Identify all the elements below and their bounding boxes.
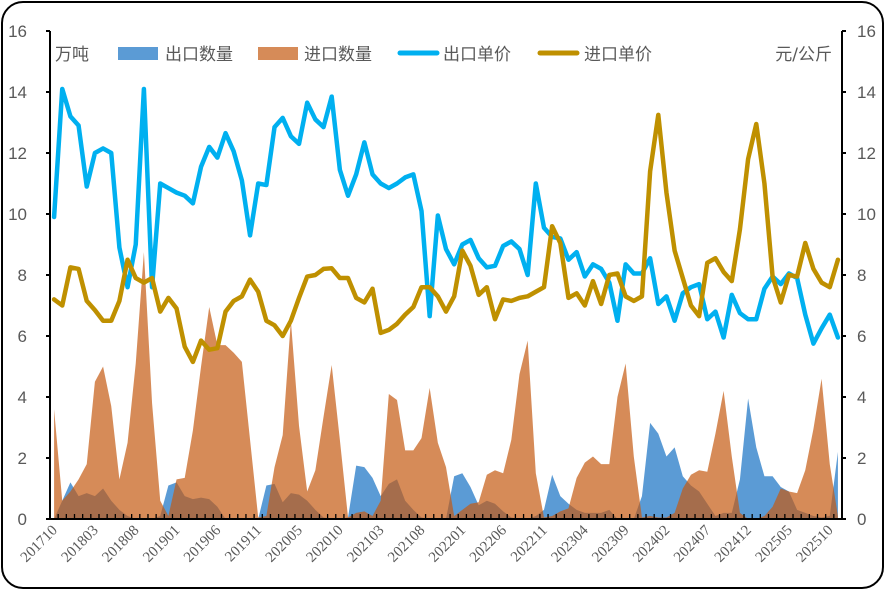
x-axis-tick-label: 202005 — [263, 523, 306, 566]
x-axis-tick-label: 201803 — [59, 523, 102, 566]
line-series-group — [51, 86, 841, 365]
right-axis-tick-label: 14 — [857, 83, 876, 102]
x-axis-tick-label: 202407 — [671, 522, 714, 565]
x-axis-tick-label: 202412 — [712, 523, 755, 566]
left-axis-tick-label: 4 — [18, 388, 27, 407]
x-axis-tick-label: 201906 — [181, 522, 224, 565]
right-axis-tick-label: 8 — [857, 266, 866, 285]
right-axis-tick-label: 2 — [857, 449, 866, 468]
x-axis-tick-label: 202510 — [793, 523, 836, 566]
left-axis-tick-label: 12 — [8, 144, 27, 163]
left-axis-tick-label: 8 — [18, 266, 27, 285]
right-axis-tick-label: 10 — [857, 205, 876, 224]
legend-label-import-quantity: 进口数量 — [304, 45, 372, 65]
x-axis-tick-label: 202103 — [344, 523, 387, 566]
right-axis-unit-label: 元/公斤 — [775, 45, 832, 65]
area-series-group — [54, 252, 838, 519]
area-import-quantity — [54, 252, 838, 519]
x-axis-tick-label: 202108 — [385, 523, 428, 566]
left-axis-tick-label: 16 — [8, 22, 27, 41]
x-axis-tick-label: 202211 — [508, 523, 551, 566]
x-axis-tick-label: 202201 — [426, 523, 469, 566]
left-axis-tick-label: 6 — [18, 327, 27, 346]
left-axis-tick-label: 2 — [18, 449, 27, 468]
x-axis-tick-label: 202304 — [548, 522, 591, 565]
legend-label-export-quantity: 出口数量 — [165, 45, 233, 65]
right-axis-tick-label: 4 — [857, 388, 866, 407]
left-axis-tick-label: 10 — [8, 205, 27, 224]
legend-label-export-price: 出口单价 — [443, 45, 511, 65]
legend-swatch-import-quantity — [258, 47, 298, 60]
left-axis-tick-label: 14 — [8, 83, 27, 102]
legend-swatch-export-quantity — [118, 47, 158, 60]
x-axis-tick-label: 201808 — [99, 523, 142, 566]
right-axis-tick-label: 12 — [857, 144, 876, 163]
legend: 万吨 出口数量 进口数量 出口单价 进口单价 元/公斤 — [55, 45, 832, 65]
x-axis-tick-label: 202402 — [630, 523, 673, 566]
area-export-quantity — [54, 398, 838, 519]
right-axis-tick-label: 6 — [857, 327, 866, 346]
left-axis-unit-label: 万吨 — [55, 45, 89, 65]
x-axis-tick-label: 202206 — [467, 522, 510, 565]
x-axis-tick-label: 202309 — [589, 523, 632, 566]
right-axis-tick-label: 16 — [857, 22, 876, 41]
x-axis-tick-label: 201901 — [140, 523, 183, 566]
x-axis-tick-label: 202505 — [753, 523, 796, 566]
right-axis-tick-label: 0 — [857, 510, 866, 529]
legend-label-import-price: 进口单价 — [584, 45, 652, 65]
left-axis-tick-label: 0 — [18, 510, 27, 529]
x-axis-tick-label: 201911 — [222, 523, 265, 566]
x-axis-tick-label: 202010 — [304, 523, 347, 566]
